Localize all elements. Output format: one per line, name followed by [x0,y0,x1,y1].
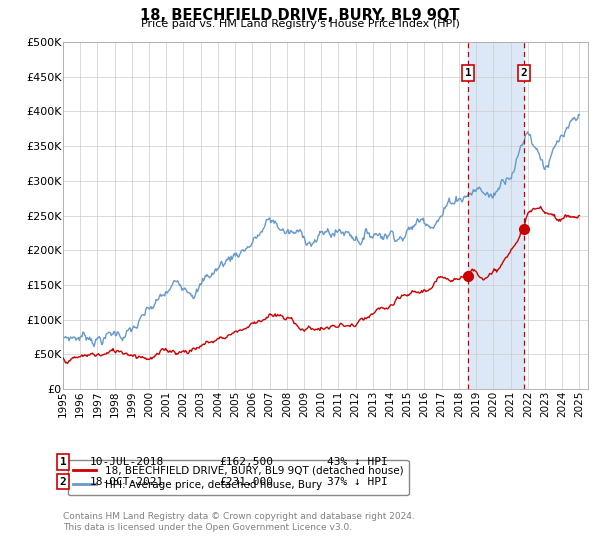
Text: Price paid vs. HM Land Registry's House Price Index (HPI): Price paid vs. HM Land Registry's House … [140,19,460,29]
Legend: 18, BEECHFIELD DRIVE, BURY, BL9 9QT (detached house), HPI: Average price, detach: 18, BEECHFIELD DRIVE, BURY, BL9 9QT (det… [68,460,409,495]
Text: £162,500: £162,500 [219,457,273,467]
Text: 1: 1 [59,457,67,467]
Bar [468,42,524,389]
Text: 18-OCT-2021: 18-OCT-2021 [90,477,164,487]
Text: 1: 1 [464,68,472,78]
Text: £231,000: £231,000 [219,477,273,487]
Text: 18, BEECHFIELD DRIVE, BURY, BL9 9QT: 18, BEECHFIELD DRIVE, BURY, BL9 9QT [140,8,460,24]
Text: Contains HM Land Registry data © Crown copyright and database right 2024.
This d: Contains HM Land Registry data © Crown c… [63,512,415,532]
Text: 10-JUL-2018: 10-JUL-2018 [90,457,164,467]
Text: 2: 2 [59,477,67,487]
Text: 2: 2 [521,68,527,78]
Text: 37% ↓ HPI: 37% ↓ HPI [327,477,388,487]
Text: 43% ↓ HPI: 43% ↓ HPI [327,457,388,467]
